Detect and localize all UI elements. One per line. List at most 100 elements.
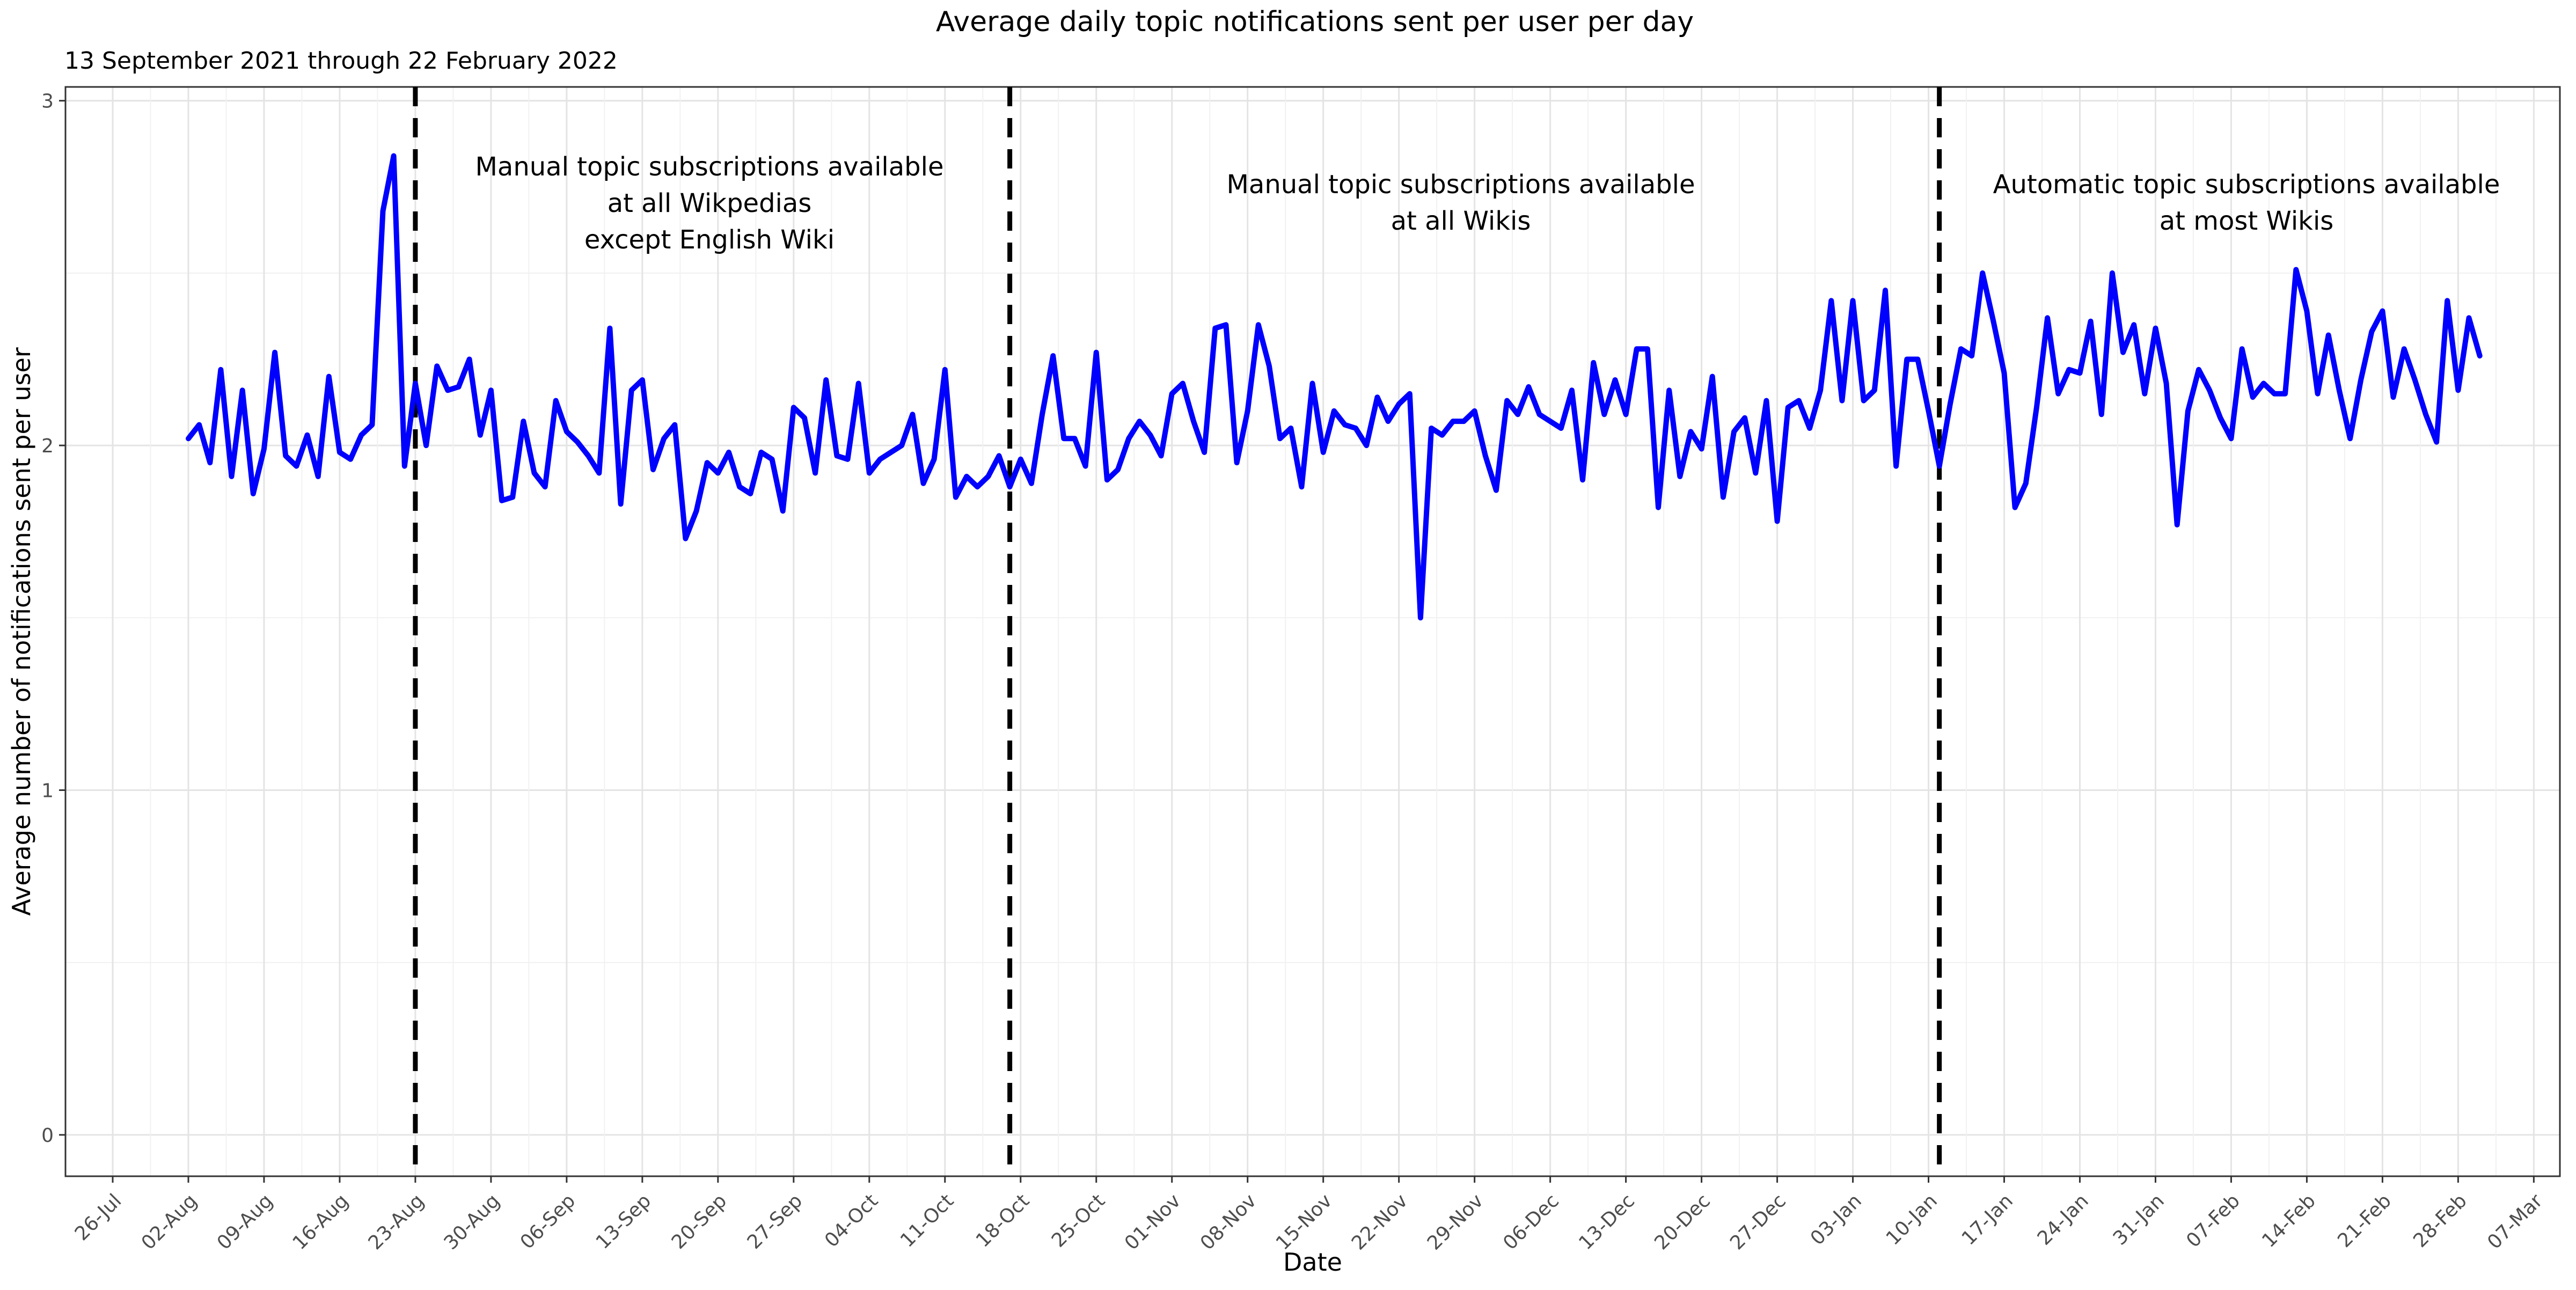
data-point — [295, 465, 298, 467]
annotation-line: Automatic topic subscriptions available — [1993, 170, 2500, 200]
data-point — [1797, 399, 1800, 402]
data-point — [1462, 420, 1465, 423]
data-point — [2057, 392, 2060, 395]
data-point — [2316, 392, 2319, 395]
data-point — [2370, 331, 2373, 333]
data-point — [609, 327, 611, 329]
data-point — [1235, 461, 1238, 464]
data-point — [1008, 486, 1011, 488]
data-point — [1862, 399, 1865, 402]
data-point — [987, 475, 990, 478]
data-point — [2122, 351, 2125, 354]
data-point — [836, 455, 838, 457]
series-group — [186, 153, 2483, 621]
data-point — [1927, 409, 1930, 412]
data-point — [1073, 437, 1076, 440]
plot-panel-border — [64, 86, 2561, 1177]
data-point — [1906, 358, 1908, 361]
data-point — [457, 385, 460, 388]
data-point — [1430, 427, 1433, 429]
data-point — [1506, 399, 1509, 402]
data-point — [2100, 413, 2103, 416]
data-point — [1916, 358, 1919, 361]
data-point — [1268, 365, 1270, 368]
data-point — [1052, 355, 1055, 357]
data-point — [1614, 379, 1616, 382]
data-point — [2284, 392, 2287, 395]
data-point — [1754, 472, 1757, 474]
data-point — [554, 399, 557, 402]
data-point — [2446, 299, 2449, 302]
data-point — [403, 465, 406, 467]
data-point — [1397, 403, 1400, 406]
data-point — [1603, 413, 1606, 416]
data-point — [1290, 427, 1292, 429]
data-point — [1181, 382, 1184, 385]
chart-title: Average daily topic notifications sent p… — [936, 6, 1694, 38]
data-point — [2046, 317, 2049, 319]
data-point — [1733, 430, 1735, 433]
data-point — [1170, 392, 1173, 395]
data-point — [1138, 420, 1141, 423]
data-point — [846, 458, 849, 460]
data-point — [1441, 434, 1444, 436]
data-point — [2219, 416, 2222, 419]
data-point — [1149, 434, 1152, 436]
data-point — [1819, 389, 1822, 392]
data-point — [382, 210, 384, 212]
data-point — [1592, 361, 1595, 364]
data-point — [1279, 437, 1282, 440]
data-point — [760, 451, 763, 453]
data-point — [1322, 451, 1324, 453]
data-point — [781, 510, 784, 512]
data-point — [1711, 375, 1714, 378]
data-point — [652, 468, 654, 471]
data-point — [1128, 437, 1130, 440]
data-point — [911, 413, 914, 416]
data-point — [1884, 289, 1886, 292]
y-tick-label: 3 — [41, 91, 54, 113]
data-point — [522, 420, 525, 423]
data-point — [684, 537, 687, 540]
data-point — [241, 389, 244, 392]
data-point — [674, 423, 676, 426]
data-point — [954, 496, 957, 499]
data-point — [1873, 389, 1876, 392]
data-point — [1419, 617, 1422, 619]
data-point — [1084, 465, 1087, 467]
data-point — [922, 482, 925, 485]
data-point — [641, 379, 643, 382]
data-point — [695, 510, 698, 512]
data-point — [284, 455, 287, 457]
data-point — [976, 486, 979, 488]
data-point — [2035, 406, 2038, 409]
data-point — [2413, 379, 2416, 382]
data-point — [1473, 409, 1476, 412]
data-point — [1311, 382, 1314, 385]
data-point — [1192, 420, 1195, 423]
data-point — [587, 455, 590, 457]
data-point — [943, 368, 946, 371]
data-point — [1203, 451, 1206, 453]
data-point — [1355, 427, 1357, 429]
data-point — [1063, 437, 1065, 440]
data-point — [727, 451, 730, 453]
data-point — [2468, 317, 2470, 319]
data-point — [901, 444, 903, 447]
data-point — [1971, 355, 1973, 357]
data-point — [2143, 392, 2146, 395]
data-point — [965, 475, 968, 478]
data-point — [2338, 389, 2340, 392]
data-point — [576, 441, 579, 443]
data-point — [306, 434, 309, 436]
data-point — [879, 458, 881, 460]
data-point — [1679, 475, 1681, 478]
data-point — [2478, 355, 2481, 357]
data-point — [2198, 368, 2200, 371]
data-point — [2392, 396, 2395, 399]
data-point — [1765, 399, 1768, 402]
data-point — [533, 472, 536, 474]
data-point — [187, 437, 189, 440]
